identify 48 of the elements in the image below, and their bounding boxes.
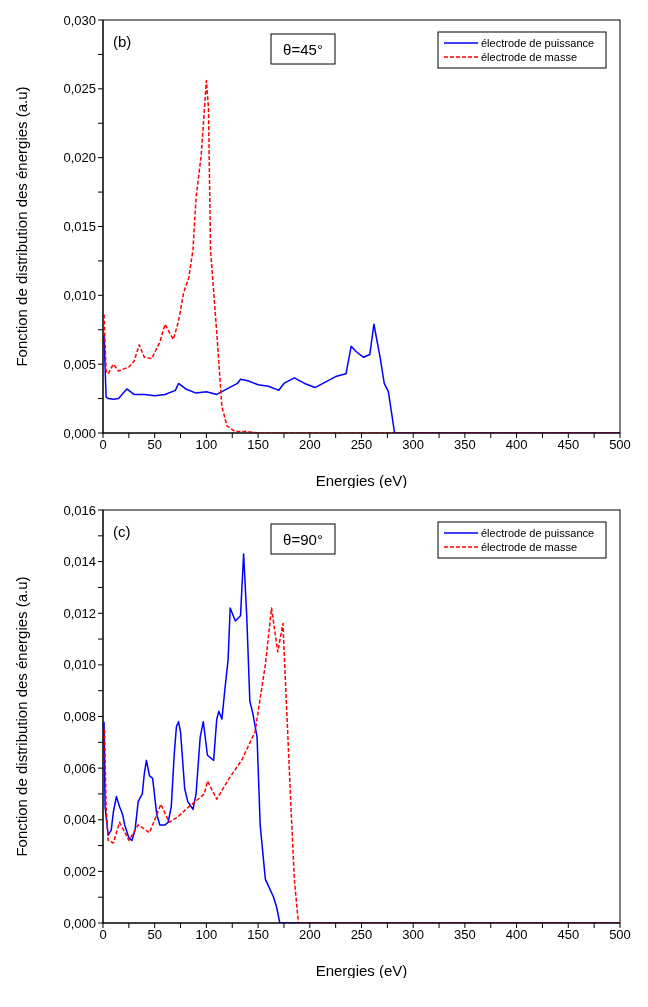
y-tick-label: 0,025	[63, 81, 96, 97]
x-tick-label: 400	[505, 437, 528, 453]
x-tick-label: 50	[147, 437, 162, 453]
y-tick-label: 0,005	[63, 356, 96, 372]
x-tick-label: 250	[350, 927, 373, 943]
y-tick-label: 0,030	[63, 12, 96, 28]
x-tick-label: 150	[247, 927, 269, 943]
y-axis-title: Fonction de distribution des énergies (a.u)	[13, 86, 31, 367]
x-tick-label: 350	[454, 437, 476, 453]
x-tick-label: 100	[195, 437, 218, 453]
legend-label: électrode de puissance	[481, 527, 595, 539]
y-tick-label: 0,004	[63, 812, 96, 828]
y-tick-label: 0,014	[63, 554, 96, 570]
x-tick-label: 500	[609, 927, 631, 943]
x-tick-label: 450	[557, 927, 580, 943]
x-tick-label: 200	[298, 437, 321, 453]
y-tick-label: 0,012	[63, 605, 96, 621]
x-tick-label: 250	[350, 437, 373, 453]
y-tick-label: 0,006	[63, 760, 96, 776]
legend-label: électrode de masse	[481, 541, 577, 553]
y-tick-label: 0,008	[63, 709, 96, 725]
y-tick-label: 0,015	[63, 219, 96, 235]
x-tick-label: 0	[99, 927, 107, 943]
x-tick-label: 300	[402, 437, 425, 453]
annotation: (b)	[113, 33, 132, 50]
x-tick-label: 450	[557, 437, 580, 453]
x-tick-label: 200	[298, 927, 321, 943]
y-tick-label: 0,002	[63, 863, 96, 879]
y-tick-label: 0,016	[63, 502, 96, 518]
x-tick-label: 350	[454, 927, 476, 943]
x-tick-label: 400	[505, 927, 528, 943]
x-tick-label: 500	[609, 437, 631, 453]
y-tick-label: 0,010	[63, 287, 96, 303]
annotation: (c)	[113, 523, 131, 540]
annotation: θ=45°	[283, 41, 323, 58]
y-tick-label: 0,000	[63, 915, 96, 931]
y-axis-title: Fonction de distribution des énergies (a.u)	[13, 576, 31, 857]
y-tick-label: 0,000	[63, 425, 96, 441]
x-tick-label: 100	[195, 927, 218, 943]
x-tick-label: 150	[247, 437, 269, 453]
x-tick-label: 50	[147, 927, 162, 943]
legend-label: électrode de masse	[481, 51, 577, 63]
x-tick-label: 300	[402, 927, 425, 943]
y-tick-label: 0,020	[63, 150, 96, 166]
y-tick-label: 0,010	[63, 657, 96, 673]
annotation: θ=90°	[283, 531, 323, 548]
x-tick-label: 0	[99, 437, 107, 453]
legend-label: électrode de puissance	[481, 37, 595, 49]
